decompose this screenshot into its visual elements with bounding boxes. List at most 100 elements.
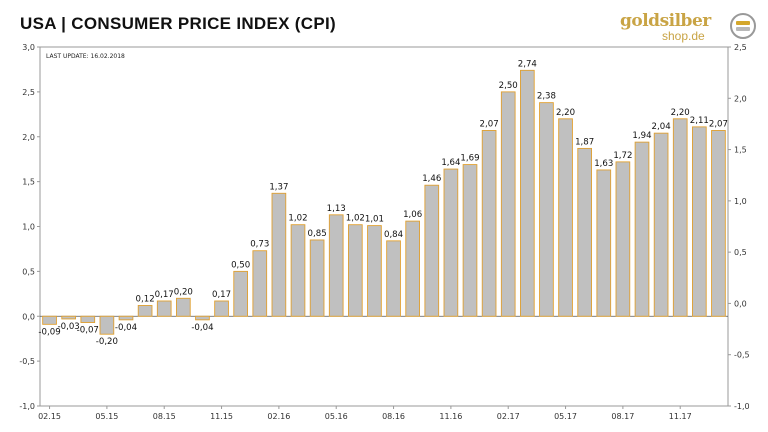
- bar-value-label: 1,72: [613, 151, 632, 161]
- bar-value-label: 0,85: [308, 229, 327, 239]
- bar-value-label: 1,02: [288, 214, 307, 224]
- bar-value-label: 1,69: [460, 154, 479, 164]
- bar: [520, 69, 535, 317]
- bar: [615, 161, 631, 317]
- bar: [271, 192, 287, 317]
- bar-value-label: 0,17: [212, 290, 231, 300]
- bar-value-label: 0,12: [136, 294, 155, 304]
- x-tick-label: 05.16: [325, 412, 348, 421]
- bar-value-label: 2,20: [556, 108, 575, 118]
- bar: [233, 270, 248, 317]
- y2-tick-label: 0,5: [734, 248, 747, 257]
- bar: [99, 315, 115, 335]
- x-tick-label: 11.17: [669, 412, 692, 421]
- bar-value-label: -0,04: [191, 323, 213, 333]
- y-tick-label: -0,5: [19, 357, 35, 366]
- last-update-note: LAST UPDATE: 16.02.2018: [46, 53, 125, 60]
- y2-tick-label: 0,0: [734, 299, 747, 308]
- bar: [137, 305, 153, 317]
- y-tick-label: -1,0: [19, 402, 35, 411]
- bar: [443, 168, 459, 317]
- bar-value-label: 2,07: [709, 119, 728, 129]
- y-tick-label: 0,0: [22, 312, 35, 321]
- bar-value-label: 1,02: [346, 214, 365, 224]
- bar-value-label: 1,01: [365, 215, 384, 225]
- x-tick-label: 08.15: [153, 412, 176, 421]
- x-tick-label: 08.17: [611, 412, 634, 421]
- bar-value-label: -0,07: [77, 326, 99, 336]
- y2-tick-label: 1,5: [734, 146, 747, 155]
- bar: [195, 315, 210, 321]
- bar: [634, 141, 650, 317]
- brand-logo: goldsilber shop.de: [618, 10, 758, 46]
- y-tick-label: 3,0: [22, 43, 35, 52]
- bar-value-label: 1,94: [632, 131, 651, 141]
- bar: [328, 214, 344, 317]
- bar-value-label: 2,11: [690, 116, 709, 126]
- bar: [577, 147, 592, 317]
- y-tick-label: 2,5: [22, 88, 35, 97]
- bar: [386, 240, 401, 317]
- bar: [118, 315, 134, 321]
- y2-tick-label: 2,0: [734, 94, 747, 103]
- y2-tick-label: 2,5: [734, 43, 747, 52]
- bar-value-label: 2,74: [518, 59, 537, 69]
- bar: [539, 102, 554, 317]
- bar-value-label: 2,38: [537, 92, 556, 102]
- bar-value-label: 0,17: [155, 290, 174, 300]
- y-tick-label: 1,5: [22, 178, 35, 187]
- bar: [405, 220, 420, 317]
- bar-value-label: -0,20: [96, 337, 118, 347]
- bar-value-label: 0,84: [384, 230, 403, 240]
- y2-tick-label: 1,0: [734, 197, 747, 206]
- bar-value-label: 2,07: [480, 119, 499, 129]
- bar: [61, 315, 76, 320]
- logo-brand-text: goldsilber: [620, 11, 711, 31]
- x-tick-label: 11.16: [439, 412, 462, 421]
- bar: [558, 118, 573, 317]
- page-title: USA | CONSUMER PRICE INDEX (CPI): [20, 14, 336, 33]
- bar: [653, 132, 669, 317]
- bar: [252, 250, 268, 317]
- bar: [309, 239, 325, 317]
- bar-value-label: 2,04: [652, 122, 671, 132]
- bar-value-label: 1,06: [403, 210, 422, 220]
- gold-bars-icon: [730, 13, 756, 39]
- bar: [424, 184, 440, 317]
- bar-value-label: 0,20: [174, 287, 193, 297]
- y-tick-label: 2,0: [22, 133, 35, 142]
- x-tick-label: 02.15: [38, 412, 61, 421]
- y-tick-label: 0,5: [22, 267, 35, 276]
- bar-value-label: -0,09: [38, 327, 60, 337]
- bar: [176, 297, 191, 317]
- bar-value-label: 1,46: [422, 174, 441, 184]
- bar-value-label: 1,13: [327, 204, 346, 214]
- bar: [481, 130, 497, 317]
- x-tick-label: 02.16: [267, 412, 290, 421]
- bar: [462, 164, 478, 317]
- bar: [348, 224, 363, 317]
- bar: [692, 126, 707, 317]
- x-tick-label: 11.15: [210, 412, 233, 421]
- x-tick-label: 02.17: [497, 412, 520, 421]
- y-tick-label: 1,0: [22, 223, 35, 232]
- bar: [367, 225, 382, 317]
- bar-value-label: 0,73: [250, 240, 269, 250]
- bar-value-label: 1,37: [269, 182, 288, 192]
- bar: [42, 315, 57, 325]
- bar-value-label: -0,04: [115, 323, 137, 333]
- bar: [156, 300, 172, 317]
- y2-tick-label: -0,5: [734, 351, 750, 360]
- x-tick-label: 05.15: [95, 412, 118, 421]
- bar: [672, 118, 688, 317]
- bar-value-label: -0,03: [58, 322, 80, 332]
- bar-value-label: 2,50: [499, 81, 518, 91]
- bar-value-label: 0,50: [231, 260, 250, 270]
- logo-sub-text: shop.de: [662, 29, 705, 43]
- bar: [711, 130, 726, 317]
- bar: [500, 91, 516, 317]
- bar: [290, 224, 306, 317]
- bar: [214, 300, 229, 317]
- x-tick-label: 08.16: [382, 412, 405, 421]
